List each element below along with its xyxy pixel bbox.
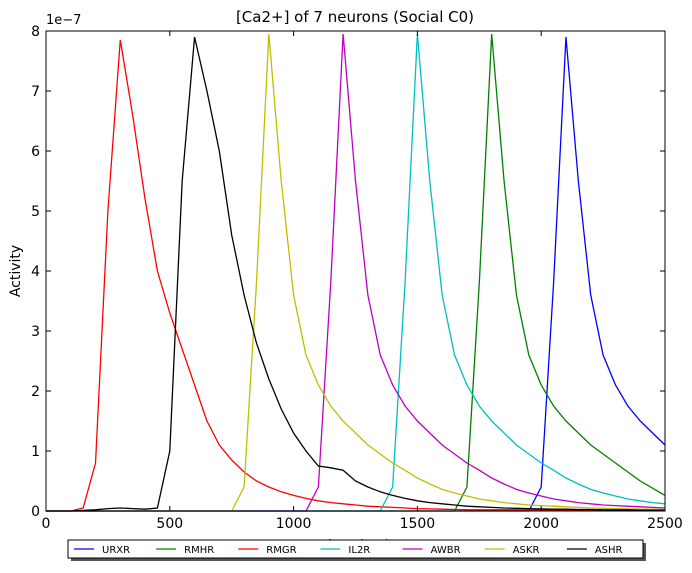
- plot-area: 0 500 1000 1500 2000 2500 0 1 2 3 4 5 6 7 8: [31, 24, 683, 532]
- y-tick-label: 7: [31, 84, 40, 100]
- x-tick-label: 1500: [400, 516, 436, 532]
- y-axis-label: Activity: [8, 245, 24, 297]
- y-tick-label: 6: [31, 144, 40, 160]
- legend-label: RMHR: [184, 545, 214, 556]
- y-tick-label: 4: [31, 264, 40, 280]
- legend-label: ASHR: [595, 545, 623, 556]
- x-tick-label: 0: [42, 516, 51, 532]
- y-tick-label: 5: [31, 204, 40, 220]
- y-tick-label: 0: [31, 504, 40, 520]
- offset-label: 1e−7: [46, 13, 81, 28]
- legend: URXR RMHR RMGR IL2R AWBR ASKR ASHR: [67, 539, 646, 561]
- chart-title: [Ca2+] of 7 neurons (Social C0): [236, 8, 474, 26]
- y-tick-label: 1: [31, 444, 40, 460]
- x-tick-label: 500: [156, 516, 183, 532]
- y-tick-label: 8: [31, 24, 40, 40]
- x-tick-label: 2000: [523, 516, 559, 532]
- y-tick-label: 2: [31, 384, 40, 400]
- series-line: [46, 39, 665, 512]
- legend-box: [67, 539, 644, 559]
- legend-label: AWBR: [431, 545, 461, 556]
- series-line: [46, 36, 665, 512]
- x-tick-label: 2500: [647, 516, 683, 532]
- legend-label: ASKR: [513, 545, 540, 556]
- legend-label: RMGR: [266, 545, 296, 556]
- y-tick-label: 3: [31, 324, 40, 340]
- legend-label: URXR: [102, 545, 130, 556]
- x-tick-label: 1000: [276, 516, 312, 532]
- legend-label: IL2R: [348, 545, 370, 556]
